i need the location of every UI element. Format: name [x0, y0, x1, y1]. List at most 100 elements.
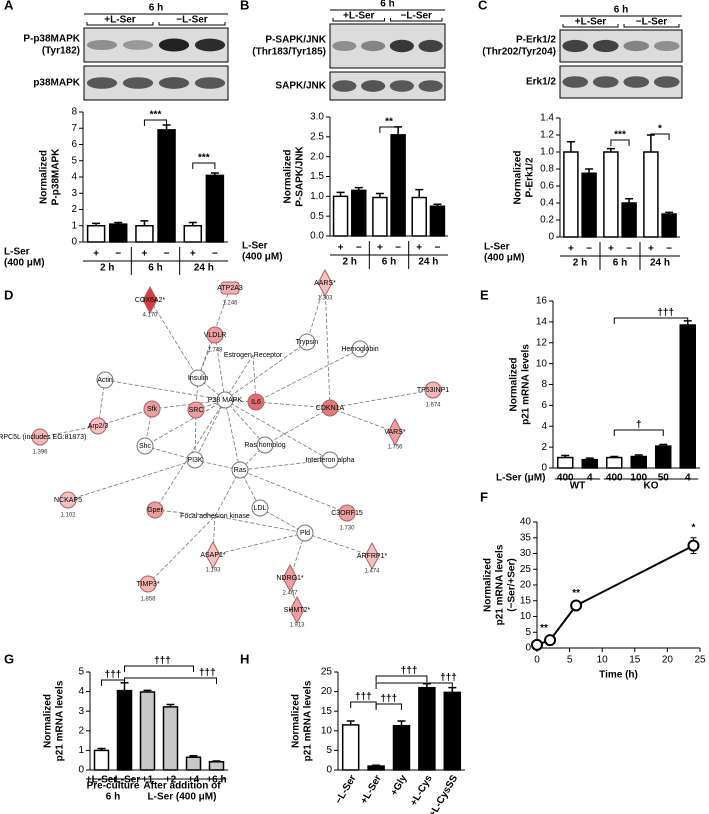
- y-tick-label: 35: [520, 532, 532, 543]
- error-bar: [375, 192, 384, 198]
- x-tick-label: 20: [662, 655, 674, 666]
- blot-label: Erk1/2: [526, 77, 556, 88]
- error-bar: [143, 689, 152, 692]
- network-edge: [197, 287, 231, 379]
- bar: [351, 189, 367, 237]
- network-node-label: Actin: [97, 377, 113, 384]
- error-bar: [354, 186, 363, 191]
- blot-bracket: [562, 24, 619, 28]
- y-axis-label: Normalized: [513, 151, 524, 205]
- marker: [687, 539, 700, 552]
- blot-time: 6 h: [614, 5, 628, 16]
- network-edge: [194, 399, 226, 461]
- x-tick-label: −L-Ser: [109, 775, 141, 786]
- significance-bracket: [124, 665, 194, 672]
- y-tick-label: 5: [326, 745, 332, 756]
- y-tick-label: 0.8: [540, 164, 554, 175]
- bar: [630, 455, 647, 469]
- bar: [563, 151, 579, 238]
- network-node: [31, 428, 49, 446]
- significance-bracket: [350, 701, 377, 708]
- group-label: 6 h: [106, 792, 120, 803]
- group-label: WT: [570, 481, 586, 492]
- group-label: KO: [644, 481, 659, 492]
- network-node-label: AARS*: [314, 280, 336, 287]
- error-bar: [188, 221, 197, 226]
- y-axis-label: (−Ser/+Ser): [507, 558, 518, 611]
- bar: [418, 686, 436, 771]
- y-tick-label: 1: [71, 220, 77, 231]
- significance-label: †††: [440, 673, 457, 684]
- blot-condition: +L-Ser: [104, 15, 136, 26]
- significance-label: †††: [355, 692, 372, 703]
- x-tick-label: +L-Ser: [359, 773, 384, 806]
- network-node: [231, 461, 249, 479]
- series-label: −: [435, 243, 441, 254]
- x-tick-label: −L-Ser: [333, 773, 358, 806]
- significance-bracket: [124, 677, 217, 684]
- y-axis-label: Normalized: [291, 694, 302, 748]
- blot-band: [418, 39, 443, 53]
- series-label: −: [212, 249, 218, 260]
- x-tick-label: 2 h: [573, 258, 587, 269]
- significance-label: †: [636, 420, 642, 431]
- bar: [679, 324, 696, 469]
- network-node-label: C3ORF15: [331, 510, 363, 517]
- y-tick-label: 5: [78, 667, 84, 678]
- network-node: [143, 400, 161, 418]
- bar: [205, 174, 225, 243]
- bar: [116, 689, 133, 771]
- error-bar: [585, 168, 594, 174]
- error-bar: [372, 764, 381, 767]
- series-label: +: [142, 249, 148, 260]
- error-bar: [210, 172, 219, 176]
- x-axis-label: (400 μM): [242, 252, 283, 263]
- blot-band: [158, 77, 190, 89]
- x-tick-label: +Gly: [389, 773, 410, 798]
- network-node-label: Ras: [234, 467, 247, 474]
- y-axis-label: Normalized: [283, 150, 294, 204]
- network-node-label: Trypsin: [296, 339, 319, 346]
- y-axis-label: Normalized: [509, 358, 520, 412]
- error-bar: [659, 443, 668, 447]
- y-tick-label: 2: [78, 725, 84, 736]
- bar: [581, 172, 597, 238]
- blot-band: [158, 38, 190, 52]
- y-tick-label: 1: [78, 745, 84, 756]
- network-node: [364, 541, 380, 571]
- network-edge: [144, 445, 196, 461]
- network-node: [296, 524, 314, 542]
- error-bar: [336, 191, 345, 197]
- network-node-label: ATP2A3: [217, 285, 243, 292]
- y-tick-label: 16: [536, 296, 548, 307]
- error-bar: [665, 211, 674, 215]
- network-node-label: SRC: [189, 407, 204, 414]
- y-axis-label: P-Erk1/2: [525, 157, 536, 197]
- network-node-label: TIMP3*: [136, 581, 160, 588]
- bar: [208, 761, 225, 771]
- network-node-value: 1.730: [339, 526, 355, 532]
- y-tick-label: 7: [71, 123, 77, 134]
- blot-condition: +L-Ser: [343, 11, 375, 22]
- y-tick-label: 10: [321, 725, 333, 736]
- blot-time: 6 h: [380, 0, 394, 10]
- network-node-value: 1.246: [222, 301, 238, 307]
- network-edge: [104, 379, 226, 401]
- x-tick-label: 24 h: [418, 257, 438, 268]
- network-node-label: Interferon alpha: [305, 457, 354, 464]
- network-node-label: Shc: [139, 443, 152, 450]
- bar: [643, 151, 659, 238]
- y-tick-label: 8: [541, 379, 547, 390]
- x-tick-label: 6 h: [148, 263, 162, 274]
- y-axis-label: Normalized: [39, 150, 50, 204]
- panel-label: B: [240, 0, 249, 12]
- series-label: +: [568, 244, 574, 255]
- panel-label: G: [4, 651, 14, 666]
- significance-bracket: [143, 119, 168, 126]
- x-tick-label: +2: [165, 775, 177, 786]
- significance-bracket: [375, 682, 453, 689]
- significance-label: ***: [614, 130, 626, 141]
- network-node-label: VARS*: [384, 429, 406, 436]
- bar: [411, 196, 427, 237]
